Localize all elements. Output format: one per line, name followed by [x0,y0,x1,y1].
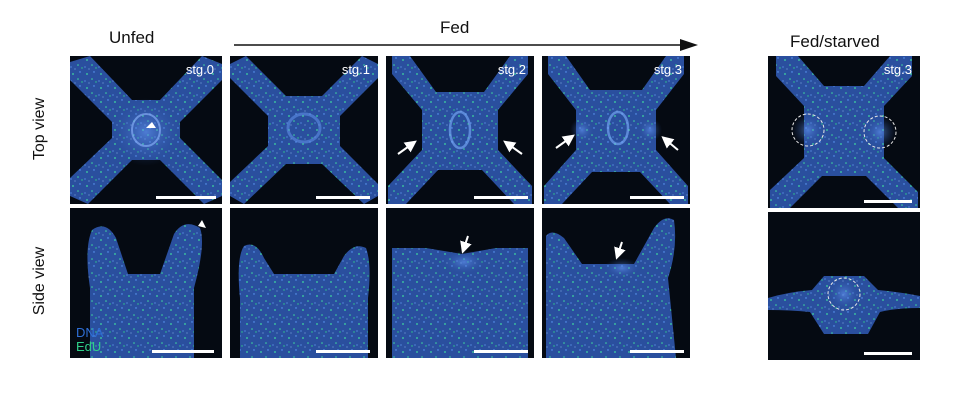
panel-top-stg3: stg.3 [542,56,690,204]
scale-bar [316,196,370,199]
scale-bar [474,350,528,353]
row-label-side: Side view [31,246,48,316]
stage-label-3: stg.3 [653,62,682,77]
scale-bar [630,196,684,199]
stage-label-2: stg.2 [497,62,526,77]
scale-bar [864,352,912,355]
panel-side-starved [768,212,920,360]
header-fed-starved: Fed/starved [790,32,880,51]
panel-top-unfed: stg.0 [70,56,222,204]
channel-legend: DNA EdU [76,326,103,354]
panel-side-stg1 [230,208,378,358]
scale-bar [156,196,216,199]
scale-bar [152,350,214,353]
panel-side-unfed: DNA EdU [70,208,222,358]
scale-bar [316,350,370,353]
row-label-top: Top view [31,97,48,161]
panel-top-stg2: stg.2 [386,56,534,204]
row-label-side-wrap: Side view [20,208,60,358]
header-unfed: Unfed [109,28,155,47]
scale-bar [474,196,528,199]
fed-timeline-arrow [234,39,698,51]
legend-edu: EdU [76,339,102,354]
panel-side-stg3 [542,208,690,358]
scale-bar [630,350,684,353]
scale-bar [864,200,912,203]
panel-top-starved: stg.3 [768,56,920,208]
header-fed: Fed [440,18,470,37]
row-label-top-wrap: Top view [20,56,60,204]
panel-side-stg2 [386,208,534,358]
panel-top-stg1: stg.1 [230,56,378,204]
stage-label-4: stg.3 [883,62,912,77]
stage-label-0: stg.0 [185,62,214,77]
stage-label-1: stg.1 [341,62,370,77]
legend-dna: DNA [76,325,104,340]
